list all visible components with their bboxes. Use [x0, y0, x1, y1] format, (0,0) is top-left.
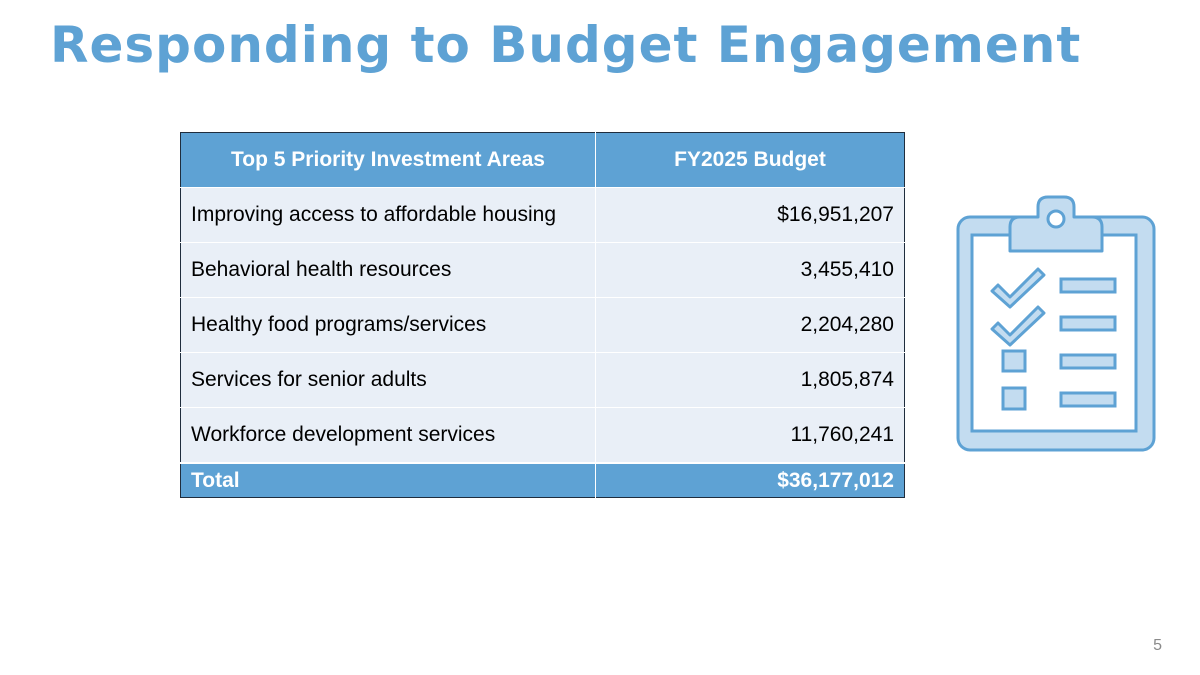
checkmark-icon [990, 267, 1046, 309]
page-number: 5 [1153, 637, 1162, 654]
slide-title: Responding to Budget Engagement [50, 16, 1082, 74]
list-line-icon [1059, 391, 1117, 408]
row-amount: $16,951,207 [595, 187, 905, 243]
header-fy2025-budget: FY2025 Budget [595, 132, 905, 188]
clipboard-checklist-icon [956, 195, 1156, 452]
total-amount: $36,177,012 [595, 462, 905, 498]
header-priority-areas: Top 5 Priority Investment Areas [180, 132, 596, 188]
row-area: Workforce development services [180, 407, 596, 463]
row-area: Services for senior adults [180, 352, 596, 408]
total-label: Total [180, 462, 596, 498]
table-row: Behavioral health resources 3,455,410 [180, 242, 905, 298]
checkbox-icon [1001, 349, 1027, 373]
table-row: Healthy food programs/services 2,204,280 [180, 297, 905, 353]
table-row: Services for senior adults 1,805,874 [180, 352, 905, 408]
table-header-row: Top 5 Priority Investment Areas FY2025 B… [180, 132, 905, 188]
table-row: Improving access to affordable housing $… [180, 187, 905, 243]
total-row: Total $36,177,012 [180, 462, 905, 498]
row-area: Healthy food programs/services [180, 297, 596, 353]
list-line-icon [1059, 277, 1117, 294]
list-line-icon [1059, 315, 1117, 332]
table-row: Workforce development services 11,760,24… [180, 407, 905, 463]
checkmark-icon [990, 305, 1046, 347]
checkbox-icon [1001, 386, 1027, 411]
row-amount: 11,760,241 [595, 407, 905, 463]
list-line-icon [1059, 353, 1117, 370]
row-area: Improving access to affordable housing [180, 187, 596, 243]
row-amount: 3,455,410 [595, 242, 905, 298]
row-area: Behavioral health resources [180, 242, 596, 298]
clipboard-clip-hole [1046, 209, 1066, 229]
budget-table: Top 5 Priority Investment Areas FY2025 B… [180, 132, 905, 498]
row-amount: 2,204,280 [595, 297, 905, 353]
row-amount: 1,805,874 [595, 352, 905, 408]
